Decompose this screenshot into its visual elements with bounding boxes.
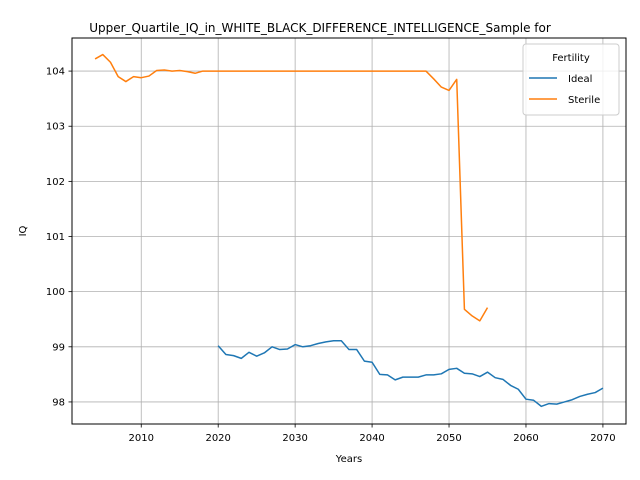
y-tick-label: 103 — [46, 122, 65, 133]
y-tick-label: 101 — [46, 232, 65, 243]
legend: Fertility Ideal Sterile — [522, 43, 620, 116]
series-line-ideal — [217, 339, 604, 408]
plot-frame — [71, 37, 627, 425]
x-tick-label: 2070 — [590, 433, 615, 444]
series-lines — [94, 53, 604, 408]
y-axis-ticks: 98 99 100 101 102 103 104 — [46, 67, 72, 408]
x-tick-label: 2010 — [129, 433, 154, 444]
legend-label-ideal: Ideal — [568, 74, 592, 85]
x-axis-label: Years — [335, 454, 362, 465]
x-tick-label: 2030 — [282, 433, 307, 444]
y-axis-label: IQ — [18, 225, 29, 236]
series-line-sterile — [94, 53, 489, 322]
x-tick-label: 2040 — [359, 433, 384, 444]
legend-title: Fertility — [552, 53, 590, 64]
x-tick-label: 2020 — [205, 433, 230, 444]
legend-box — [522, 43, 620, 116]
x-tick-label: 2060 — [513, 433, 538, 444]
chart-title: Upper_Quartile_IQ_in_WHITE_BLACK_DIFFERE… — [89, 21, 551, 35]
x-tick-label: 2050 — [436, 433, 461, 444]
y-tick-label: 99 — [52, 342, 65, 353]
x-axis-ticks: 2010 2020 2030 2040 2050 2060 2070 — [129, 424, 616, 444]
y-tick-label: 104 — [46, 67, 65, 78]
y-tick-label: 102 — [46, 177, 65, 188]
legend-label-sterile: Sterile — [568, 95, 600, 106]
y-tick-label: 100 — [46, 287, 65, 298]
y-tick-label: 98 — [52, 397, 65, 408]
